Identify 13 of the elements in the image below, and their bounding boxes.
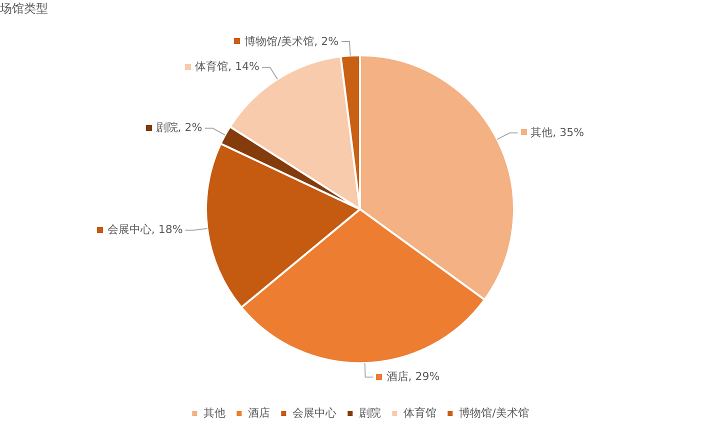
chart-title: 场馆类型 (0, 1, 48, 16)
legend-label: 酒店 (248, 406, 270, 420)
data-label: 酒店, 29% (386, 370, 440, 384)
data-label: 体育馆, 14% (194, 60, 260, 74)
data-label: 会展中心, 18% (107, 223, 183, 236)
data-label: 其他, 35% (530, 126, 584, 139)
legend-label: 会展中心 (292, 406, 337, 420)
legend-label: 剧院 (359, 406, 382, 420)
data-label: 剧院, 2% (156, 121, 202, 134)
data-label: 博物馆/美术馆, 2% (244, 34, 339, 48)
legend-label: 体育馆 (404, 406, 437, 420)
legend-label: 博物馆/美术馆 (459, 406, 529, 420)
legend-label: 其他 (204, 406, 226, 420)
